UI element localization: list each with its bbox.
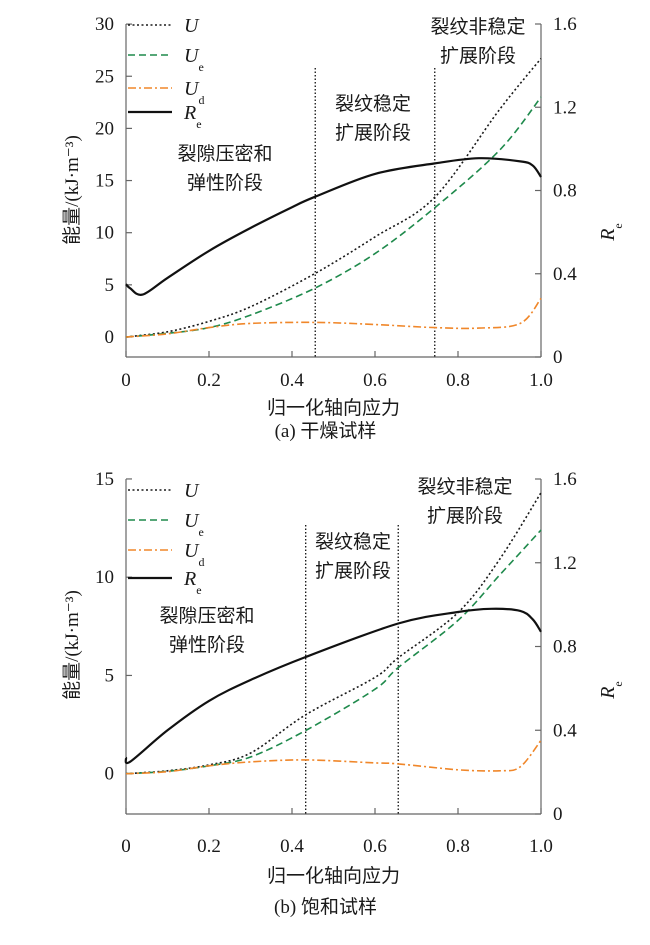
left-y-tick-label: 30 xyxy=(95,14,114,35)
x-tick-label: 0.2 xyxy=(197,836,221,857)
left-y-axis-label: 能量/(kJ·m⁻³) xyxy=(61,135,83,245)
legend-label-ue: Ue xyxy=(184,45,204,74)
left-y-tick-label: 15 xyxy=(95,469,114,490)
series-line-u xyxy=(125,57,542,338)
stage-annotation: 裂隙压密和 xyxy=(159,605,254,627)
right-y-axis-label: Re xyxy=(597,681,625,700)
legend-symbol: U xyxy=(184,510,200,532)
right-y-tick-label: 1.2 xyxy=(553,97,577,118)
right-y-tick-label: 0.4 xyxy=(553,264,577,285)
legend-label-re: Re xyxy=(183,102,202,131)
stage-annotation: 裂纹稳定 xyxy=(335,93,411,115)
left-y-tick-label: 5 xyxy=(105,275,115,296)
legend-label-u: U xyxy=(184,15,200,37)
right-y-tick-label: 1.6 xyxy=(553,14,577,35)
legend-symbol: U xyxy=(184,480,200,502)
stage-annotation: 扩展阶段 xyxy=(335,122,411,144)
stage-annotation: 扩展阶段 xyxy=(427,505,503,527)
right-y-tick-label: 0.4 xyxy=(553,720,577,741)
right-y-label-subscript: e xyxy=(611,681,625,686)
legend-subscript: e xyxy=(196,583,201,597)
legend-symbol: U xyxy=(184,15,200,37)
series-line-re xyxy=(124,607,542,765)
right-y-tick-label: 0.8 xyxy=(553,637,577,658)
legend-label-ue: Ue xyxy=(184,510,204,539)
right-y-label-symbol: R xyxy=(597,229,619,242)
left-y-tick-label: 5 xyxy=(105,665,115,686)
legend-subscript: d xyxy=(198,93,204,107)
legend-label-re: Re xyxy=(183,568,202,597)
stage-annotation: 裂纹稳定 xyxy=(315,531,391,553)
left-y-tick-label: 0 xyxy=(105,764,115,785)
left-y-tick-label: 15 xyxy=(95,171,114,192)
x-tick-label: 0.6 xyxy=(363,370,387,391)
x-tick-label: 0 xyxy=(121,836,131,857)
legend-label-ud: Ud xyxy=(184,540,204,569)
stage-annotation: 裂隙压密和 xyxy=(177,143,272,165)
x-tick-label: 0.8 xyxy=(446,836,470,857)
stage-annotation: 裂纹非稳定 xyxy=(417,476,512,498)
stage-annotation: 弹性阶段 xyxy=(169,634,245,656)
x-tick-label: 0 xyxy=(121,370,131,391)
series-line-ud xyxy=(125,739,542,775)
x-tick-label: 1.0 xyxy=(529,836,553,857)
chart-panel-b: 0 0.2 0.4 0.6 0.8 1.005101500.40.81.21.6裂隙压密和… xyxy=(61,469,625,918)
stage-annotation: 扩展阶段 xyxy=(315,560,391,582)
legend-label-ud: Ud xyxy=(184,78,204,107)
right-y-tick-label: 0 xyxy=(553,804,563,825)
right-y-label-symbol: R xyxy=(597,687,619,700)
x-tick-label: 0.2 xyxy=(197,370,221,391)
x-tick-label: 0.4 xyxy=(280,370,304,391)
x-tick-label: 1.0 xyxy=(529,370,553,391)
left-y-axis-label: 能量/(kJ·m⁻³) xyxy=(61,590,83,700)
series-line-u xyxy=(125,492,542,775)
x-tick-label: 0.8 xyxy=(446,370,470,391)
x-tick-label: 0.6 xyxy=(363,836,387,857)
x-tick-label: 0.4 xyxy=(280,836,304,857)
right-y-tick-label: 1.6 xyxy=(553,469,577,490)
legend-subscript: e xyxy=(198,525,203,539)
series-line-ud xyxy=(125,297,542,338)
left-y-tick-label: 10 xyxy=(95,223,114,244)
series-line-ue xyxy=(125,96,542,338)
legend-label-u: U xyxy=(184,480,200,502)
subfigure-caption: (b) 饱和试样 xyxy=(274,896,377,918)
legend-symbol: U xyxy=(184,540,200,562)
stage-annotation: 裂纹非稳定 xyxy=(430,16,525,38)
left-y-tick-label: 25 xyxy=(95,66,114,87)
legend-symbol: U xyxy=(184,78,200,100)
stage-annotation: 扩展阶段 xyxy=(440,45,516,67)
right-y-axis-label: Re xyxy=(597,223,625,242)
legend-symbol: R xyxy=(183,568,196,590)
chart-panel-a: 0 0.2 0.4 0.6 0.8 1.005101520253000.40.81.21.… xyxy=(61,14,625,442)
left-y-tick-label: 10 xyxy=(95,567,114,588)
x-axis-label: 归一化轴向应力 xyxy=(267,397,400,419)
stage-annotation: 弹性阶段 xyxy=(187,172,263,194)
legend-symbol: R xyxy=(183,102,196,124)
legend-symbol: U xyxy=(184,45,200,67)
series-line-ue xyxy=(125,529,542,775)
legend-subscript: e xyxy=(198,60,203,74)
series-line-re xyxy=(125,157,542,296)
right-y-tick-label: 0.8 xyxy=(553,181,577,202)
right-y-tick-label: 0 xyxy=(553,347,563,368)
legend-subscript: d xyxy=(198,555,204,569)
right-y-label-subscript: e xyxy=(611,223,625,228)
left-y-tick-label: 0 xyxy=(105,327,115,348)
legend-subscript: e xyxy=(196,117,201,131)
x-axis-label: 归一化轴向应力 xyxy=(267,865,400,887)
subfigure-caption: (a) 干燥试样 xyxy=(275,420,377,442)
right-y-tick-label: 1.2 xyxy=(553,553,577,574)
left-y-tick-label: 20 xyxy=(95,118,114,139)
